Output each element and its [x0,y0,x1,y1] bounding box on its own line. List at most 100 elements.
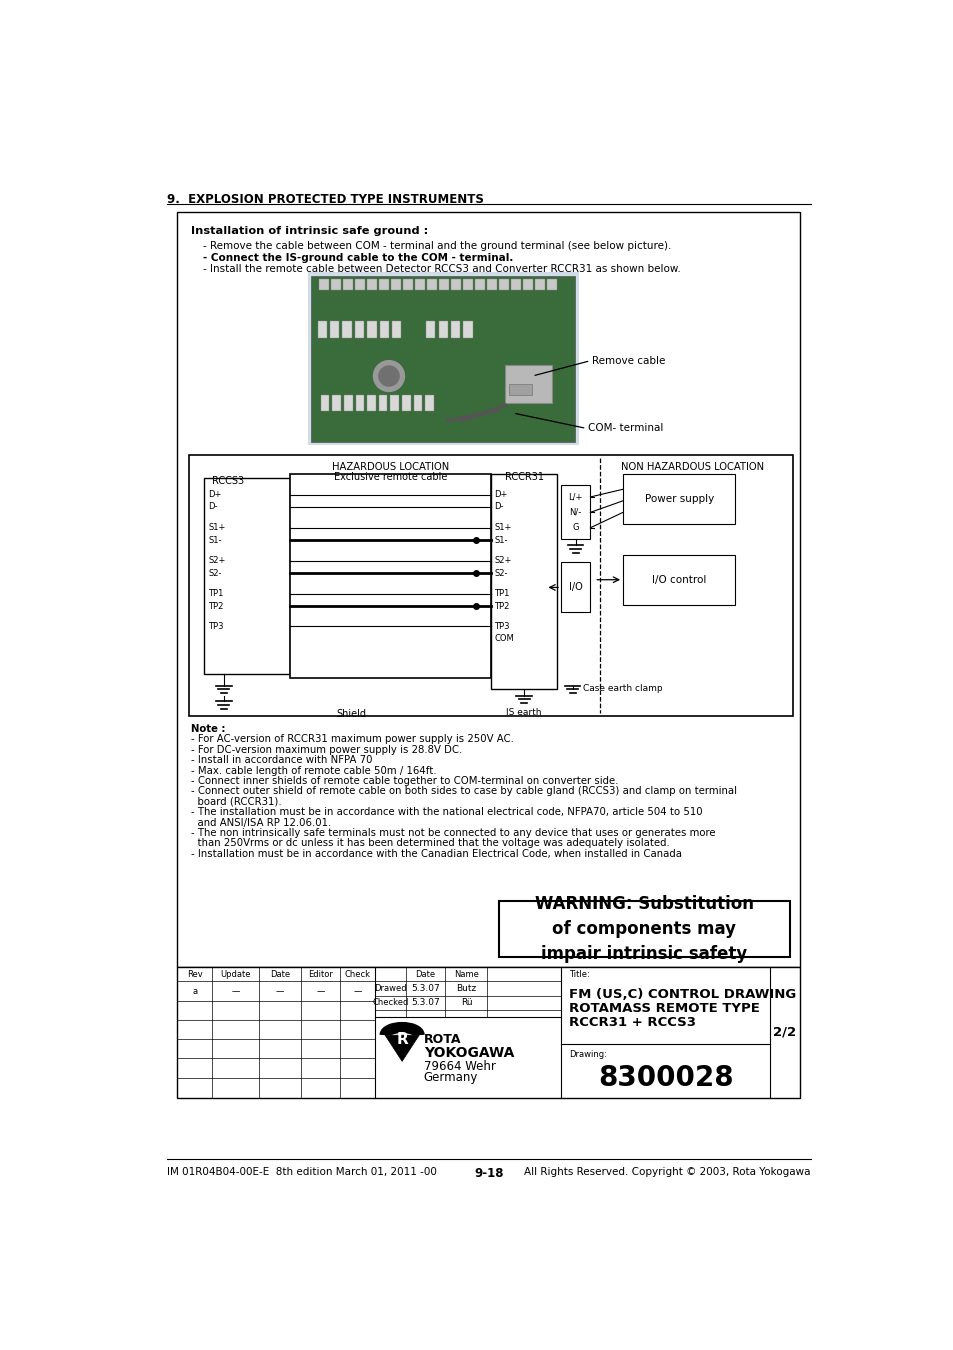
Text: TP2: TP2 [494,602,509,610]
Text: Check: Check [344,969,370,979]
Bar [307,273,578,446]
Text: G: G [572,524,578,532]
Text: 9.  EXPLOSION PROTECTED TYPE INSTRUMENTS: 9. EXPLOSION PROTECTED TYPE INSTRUMENTS [167,193,484,205]
Text: —: — [231,987,239,996]
Text: ROTAMASS REMOTE TYPE: ROTAMASS REMOTE TYPE [568,1002,759,1015]
Bar [332,396,340,410]
Bar [505,364,551,404]
Text: NON HAZARDOUS LOCATION: NON HAZARDOUS LOCATION [620,462,763,472]
Bar [311,275,575,441]
Text: S1+: S1+ [208,524,226,532]
Text: - For DC-version maximum power supply is 28.8V DC.: - For DC-version maximum power supply is… [191,745,461,755]
Bar [391,279,400,290]
Text: D-: D- [494,502,503,512]
Text: L/+: L/+ [568,493,582,501]
Bar [177,968,799,1098]
Bar [355,396,364,410]
Bar [331,279,340,290]
Bar [438,320,447,338]
Text: - Install the remote cable between Detector RCCS3 and Converter RCCR31 as shown : - Install the remote cable between Detec… [203,265,680,274]
Text: TP2: TP2 [208,602,224,610]
Text: IS earth: IS earth [506,707,541,717]
Bar [439,279,448,290]
Text: Power supply: Power supply [644,494,713,504]
Text: ROTA: ROTA [423,1033,461,1046]
Bar [177,212,799,967]
Bar [189,455,793,717]
Text: Title:: Title: [568,969,589,979]
Text: S2+: S2+ [494,556,511,566]
Text: 79664 Wehr: 79664 Wehr [423,1060,496,1073]
Text: Drawing:: Drawing: [568,1050,606,1058]
Bar [427,279,436,290]
Bar [511,279,520,290]
Bar [451,279,460,290]
Text: I/O control: I/O control [651,575,705,585]
Text: Exclusive remote cable: Exclusive remote cable [334,471,447,482]
Bar [498,902,789,957]
Text: Name: Name [454,969,478,979]
Text: Date: Date [415,969,435,979]
Text: HAZARDOUS LOCATION: HAZARDOUS LOCATION [332,462,449,472]
Bar [403,279,412,290]
Text: a: a [193,987,197,996]
Bar [463,320,472,338]
Bar [475,279,484,290]
Bar [535,279,544,290]
Bar [204,478,290,674]
Text: R: R [395,1033,408,1048]
Text: Rü: Rü [460,999,472,1007]
Text: than 250Vrms or dc unless it has been determined that the voltage was adequately: than 250Vrms or dc unless it has been de… [191,838,669,848]
Text: S2+: S2+ [208,556,226,566]
Bar [317,320,327,338]
Text: D+: D+ [208,490,221,500]
Text: TP3: TP3 [208,622,224,630]
Bar [463,279,472,290]
Bar [487,279,497,290]
Text: RCCS3: RCCS3 [212,477,244,486]
Text: Butz: Butz [456,984,476,994]
Bar [343,279,353,290]
Text: S1-: S1- [208,536,222,544]
Polygon shape [385,1035,418,1061]
Text: —: — [316,987,325,996]
Text: 5.3.07: 5.3.07 [411,999,439,1007]
Bar [379,279,388,290]
Bar [491,474,557,690]
Text: All Rights Reserved. Copyright © 2003, Rota Yokogawa: All Rights Reserved. Copyright © 2003, R… [523,1166,810,1177]
Bar [392,320,401,338]
Bar [560,486,590,539]
Text: S1-: S1- [494,536,507,544]
Text: board (RCCR31).: board (RCCR31). [191,796,281,807]
Text: - The non intrinsically safe terminals must not be connected to any device that : - The non intrinsically safe terminals m… [191,828,715,838]
Text: - Connect outer shield of remote cable on both sides to case by cable gland (RCC: - Connect outer shield of remote cable o… [191,787,736,796]
Bar [342,320,352,338]
Text: N/-: N/- [569,508,581,517]
Text: TP1: TP1 [494,590,509,598]
Text: 9-18: 9-18 [474,1166,503,1180]
Text: - Installation must be in accordance with the Canadian Electrical Code, when ins: - Installation must be in accordance wit… [191,849,680,859]
Bar [355,320,364,338]
Text: COM- terminal: COM- terminal [587,424,662,433]
Text: Note :: Note : [191,724,225,734]
Text: Drawed: Drawed [374,984,406,994]
Bar [390,396,398,410]
Bar [367,279,376,290]
Bar [622,474,735,524]
Bar [509,383,532,396]
Text: Update: Update [220,969,251,979]
Text: TP3: TP3 [494,622,509,630]
Text: Remove cable: Remove cable [592,355,664,366]
Bar [622,555,735,605]
Bar [498,279,508,290]
Bar [344,396,353,410]
Text: Case earth clamp: Case earth clamp [583,684,662,693]
Text: D+: D+ [494,490,507,500]
Text: S1+: S1+ [494,524,511,532]
Bar [547,279,557,290]
Text: - Connect the IS-ground cable to the COM - terminal.: - Connect the IS-ground cable to the COM… [203,252,513,263]
Text: - The installation must be in accordance with the national electrical code, NFPA: - The installation must be in accordance… [191,807,701,817]
Text: RCCR31: RCCR31 [504,472,543,482]
Text: 8300028: 8300028 [598,1064,733,1092]
Bar [355,279,364,290]
